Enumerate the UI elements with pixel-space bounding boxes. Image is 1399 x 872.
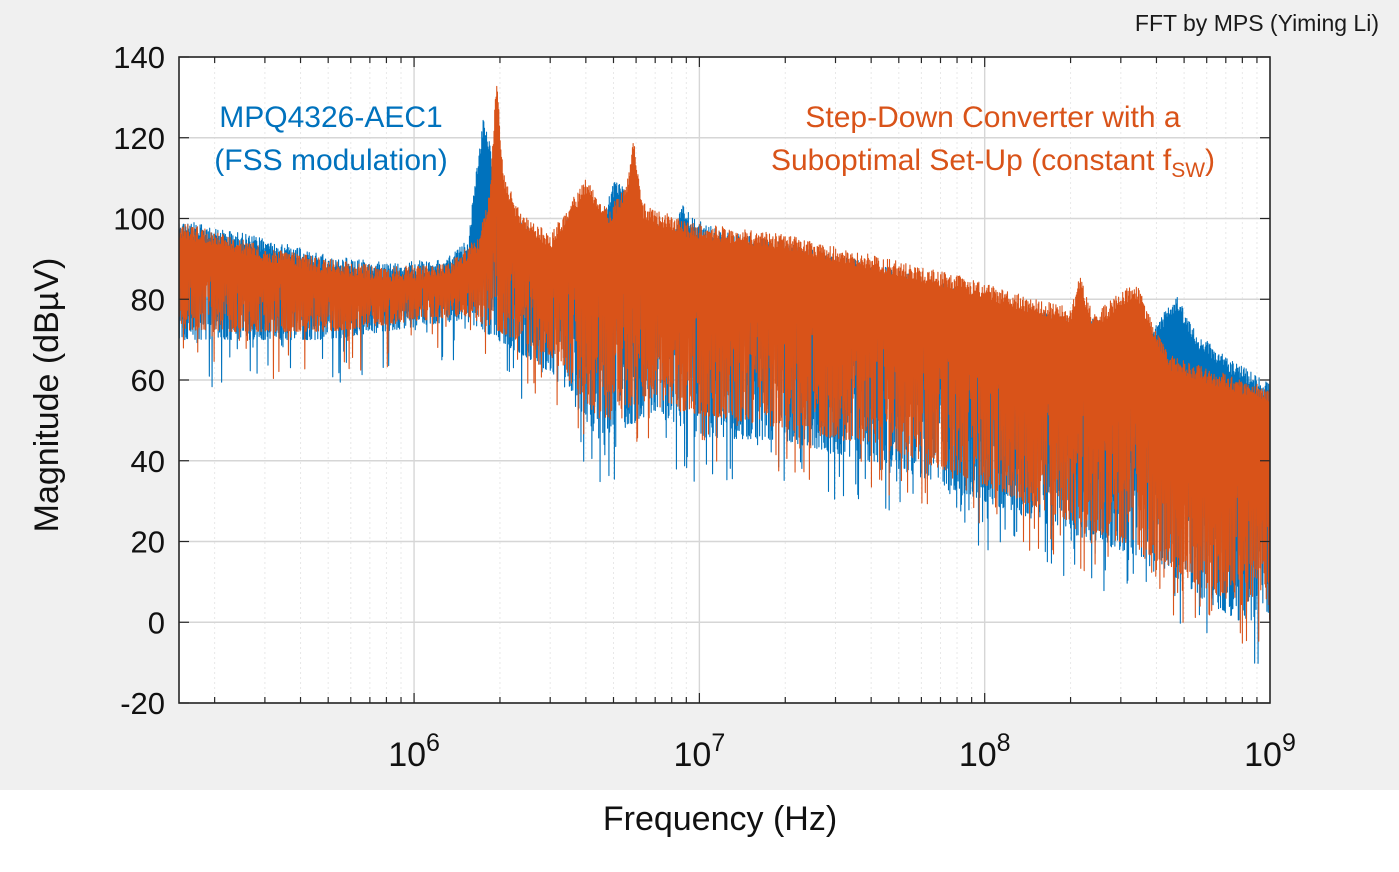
credit-text: FFT by MPS (Yiming Li) [1134, 10, 1379, 36]
annotation-orange-prefix: Suboptimal Set-Up (constant f [771, 144, 1172, 177]
x-tick-labels: 106 107 108 109 [388, 729, 1296, 774]
x-tick-exponent: 7 [711, 729, 725, 757]
y-tick-label: 20 [131, 525, 165, 560]
x-tick-label: 108 [959, 729, 1011, 774]
y-axis-label: Magnitude (dBµV) [28, 258, 66, 533]
x-tick-base: 10 [959, 736, 997, 774]
y-tick-label: 120 [113, 121, 165, 156]
annotation-blue: MPQ4326-AEC1 (FSS modulation) [214, 101, 447, 177]
x-axis-label: Frequency (Hz) [602, 800, 838, 838]
annotation-orange-line2: Suboptimal Set-Up (constant fSW) [771, 144, 1215, 182]
y-tick-label: 60 [131, 363, 165, 398]
x-tick-base: 10 [1244, 736, 1282, 774]
x-tick-label: 106 [388, 729, 440, 774]
y-tick-label: 0 [148, 605, 165, 640]
x-tick-exponent: 6 [426, 729, 440, 757]
y-tick-label: -20 [120, 686, 165, 721]
y-tick-label: 40 [131, 444, 165, 479]
series-orange-line [179, 85, 1270, 644]
y-tick-labels: -20 0 20 40 60 80 100 120 140 [113, 40, 165, 721]
x-tick-exponent: 9 [1282, 729, 1296, 757]
y-tick-label: 80 [131, 282, 165, 317]
annotation-orange: Step-Down Converter with a Suboptimal Se… [771, 101, 1215, 182]
x-tick-exponent: 8 [997, 729, 1011, 757]
annotation-blue-line2: (FSS modulation) [214, 144, 447, 177]
annotation-orange-line1: Step-Down Converter with a [805, 101, 1180, 134]
annotation-blue-line1: MPQ4326-AEC1 [219, 101, 442, 134]
y-tick-label: 100 [113, 202, 165, 237]
x-tick-base: 10 [388, 736, 426, 774]
annotation-orange-suffix: ) [1205, 144, 1215, 177]
tick-marks [179, 56, 1270, 704]
annotation-orange-sub: SW [1171, 159, 1205, 182]
x-tick-base: 10 [674, 736, 712, 774]
x-tick-label: 109 [1244, 729, 1296, 774]
x-tick-label: 107 [674, 729, 726, 774]
y-tick-label: 140 [113, 40, 165, 75]
series-group [179, 85, 1270, 664]
